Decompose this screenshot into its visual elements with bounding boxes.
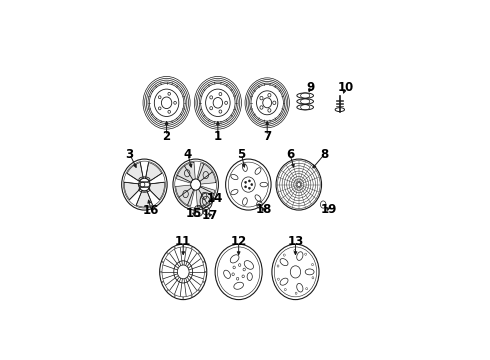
Text: 14: 14 — [207, 192, 223, 205]
Polygon shape — [124, 182, 140, 199]
Text: 7: 7 — [263, 130, 271, 143]
Ellipse shape — [245, 186, 246, 188]
Polygon shape — [136, 190, 152, 207]
Polygon shape — [196, 186, 215, 207]
Polygon shape — [148, 182, 165, 199]
Text: 9: 9 — [307, 81, 315, 94]
Text: 15: 15 — [186, 207, 202, 220]
Ellipse shape — [248, 187, 250, 189]
Text: 8: 8 — [320, 148, 329, 161]
Text: 12: 12 — [230, 235, 247, 248]
Text: 11: 11 — [175, 235, 191, 248]
Text: 1: 1 — [214, 130, 222, 143]
Polygon shape — [197, 163, 216, 184]
Polygon shape — [176, 162, 195, 183]
Polygon shape — [146, 163, 162, 181]
Ellipse shape — [248, 180, 250, 182]
Text: 10: 10 — [337, 81, 353, 94]
Text: 13: 13 — [287, 235, 304, 248]
Text: 3: 3 — [125, 148, 134, 161]
Text: 4: 4 — [184, 148, 192, 161]
Text: 2: 2 — [163, 130, 171, 143]
Polygon shape — [127, 163, 143, 181]
Text: 18: 18 — [255, 203, 272, 216]
Text: 6: 6 — [286, 148, 294, 161]
Text: 16: 16 — [143, 204, 160, 217]
Ellipse shape — [251, 184, 253, 186]
Text: 5: 5 — [237, 148, 245, 161]
Text: 17: 17 — [202, 208, 218, 221]
Text: 19: 19 — [320, 203, 337, 216]
Polygon shape — [176, 185, 195, 206]
Ellipse shape — [245, 181, 246, 183]
